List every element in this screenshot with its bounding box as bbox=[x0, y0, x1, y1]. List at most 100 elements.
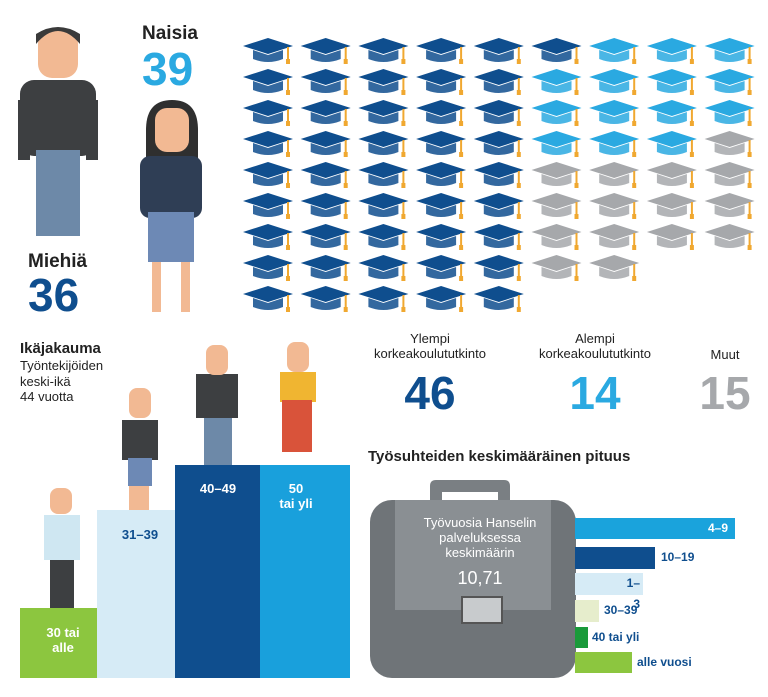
age-block bbox=[260, 465, 350, 678]
graduation-cap bbox=[243, 131, 293, 157]
graduation-cap bbox=[531, 224, 582, 250]
graduation-cap bbox=[416, 38, 467, 64]
graduation-cap bbox=[358, 69, 409, 95]
graduation-cap bbox=[358, 100, 409, 126]
graduation-cap bbox=[358, 131, 409, 157]
tenure-bar bbox=[575, 600, 599, 622]
graduation-cap bbox=[531, 131, 582, 157]
graduation-cap bbox=[473, 38, 524, 64]
graduation-cap bbox=[416, 286, 467, 312]
age-block bbox=[175, 465, 261, 678]
graduation-cap bbox=[300, 193, 351, 219]
graduation-cap bbox=[473, 224, 524, 250]
graduation-cap bbox=[646, 69, 697, 95]
tenure-bar bbox=[575, 627, 588, 648]
graduation-cap bbox=[704, 162, 755, 188]
graduation-cap bbox=[358, 286, 409, 312]
age-figures bbox=[44, 342, 316, 608]
tenure-label: 1–3 bbox=[626, 576, 640, 611]
graduation-cap bbox=[473, 255, 524, 281]
graduation-cap bbox=[646, 162, 697, 188]
graduation-cap bbox=[358, 224, 409, 250]
graduation-cap bbox=[473, 286, 524, 312]
graduation-cap bbox=[589, 224, 640, 250]
graduation-cap bbox=[416, 224, 467, 250]
graduation-cap bbox=[704, 100, 755, 126]
degree-label: Ylempi korkeakoulututkinto bbox=[373, 331, 486, 361]
age-block bbox=[20, 608, 106, 678]
graduation-cap bbox=[243, 224, 293, 250]
briefcase bbox=[370, 480, 576, 678]
age-label: 30 tai alle bbox=[46, 625, 80, 655]
graduation-cap bbox=[300, 38, 351, 64]
graduation-cap bbox=[243, 38, 293, 64]
graduation-cap bbox=[416, 255, 467, 281]
graduation-cap bbox=[531, 38, 582, 64]
degree-count: 14 bbox=[569, 367, 621, 419]
tenure-title: Työsuhteiden keskimääräinen pituus bbox=[368, 448, 631, 465]
graduation-cap bbox=[416, 131, 467, 157]
graduation-cap bbox=[531, 100, 582, 126]
graduation-cap bbox=[243, 69, 293, 95]
graduation-cap bbox=[646, 131, 697, 157]
age-label: 50 tai yli bbox=[279, 481, 313, 511]
men-label: Miehiä bbox=[28, 251, 88, 272]
graduation-cap bbox=[358, 193, 409, 219]
graduation-cap bbox=[589, 255, 640, 281]
graduation-cap bbox=[416, 69, 467, 95]
graduation-cap bbox=[300, 162, 351, 188]
age-label: 40–49 bbox=[199, 481, 237, 496]
graduation-cap bbox=[416, 193, 467, 219]
man-figure bbox=[18, 27, 98, 236]
graduation-cap bbox=[358, 38, 409, 64]
graduation-cap bbox=[646, 38, 697, 64]
men-count: 36 bbox=[28, 269, 80, 321]
graduation-cap bbox=[358, 255, 409, 281]
degree-count: 46 bbox=[404, 367, 456, 419]
woman-figure bbox=[140, 100, 202, 312]
graduation-cap bbox=[646, 193, 697, 219]
graduation-cap bbox=[243, 255, 293, 281]
graduation-cap bbox=[531, 69, 582, 95]
graduation-cap bbox=[589, 100, 640, 126]
degree-label: Alempi korkeakoulututkinto bbox=[538, 331, 651, 361]
graduation-cap bbox=[531, 193, 582, 219]
graduation-cap bbox=[300, 131, 351, 157]
graduation-cap bbox=[300, 224, 351, 250]
degree-label: Muut bbox=[710, 347, 740, 362]
graduation-cap bbox=[646, 100, 697, 126]
graduation-cap bbox=[704, 131, 755, 157]
graduation-cap bbox=[300, 100, 351, 126]
women-count: 39 bbox=[142, 43, 194, 95]
graduation-cap bbox=[358, 162, 409, 188]
graduation-cap bbox=[243, 286, 293, 312]
graduation-cap bbox=[473, 131, 524, 157]
graduation-cap bbox=[243, 162, 293, 188]
case-value: 10,71 bbox=[457, 568, 503, 588]
case-text: Työvuosia Hanselin palveluksessa keskimä… bbox=[423, 515, 537, 560]
age-block bbox=[97, 510, 183, 678]
graduation-cap bbox=[589, 69, 640, 95]
women-label: Naisia bbox=[142, 23, 198, 44]
graduation-cap bbox=[531, 255, 582, 281]
graduation-cap bbox=[416, 162, 467, 188]
graduation-cap bbox=[704, 69, 755, 95]
tenure-label: 10–19 bbox=[661, 550, 695, 564]
graduation-cap bbox=[243, 100, 293, 126]
tenure-bar bbox=[575, 547, 655, 569]
degree-count: 15 bbox=[699, 367, 751, 419]
tenure-bar bbox=[575, 518, 735, 539]
graduation-cap bbox=[704, 224, 755, 250]
graduation-cap bbox=[300, 69, 351, 95]
age-subtitle: Työntekijöiden keski-ikä 44 vuotta bbox=[20, 358, 104, 405]
tenure-label: alle vuosi bbox=[637, 655, 692, 669]
age-title: Ikäjakauma bbox=[20, 340, 101, 357]
age-label: 31–39 bbox=[121, 527, 159, 542]
graduation-cap bbox=[300, 255, 351, 281]
graduation-cap bbox=[243, 193, 293, 219]
graduation-cap bbox=[473, 100, 524, 126]
tenure-bar bbox=[575, 573, 643, 595]
tenure-label: 40 tai yli bbox=[592, 630, 640, 644]
